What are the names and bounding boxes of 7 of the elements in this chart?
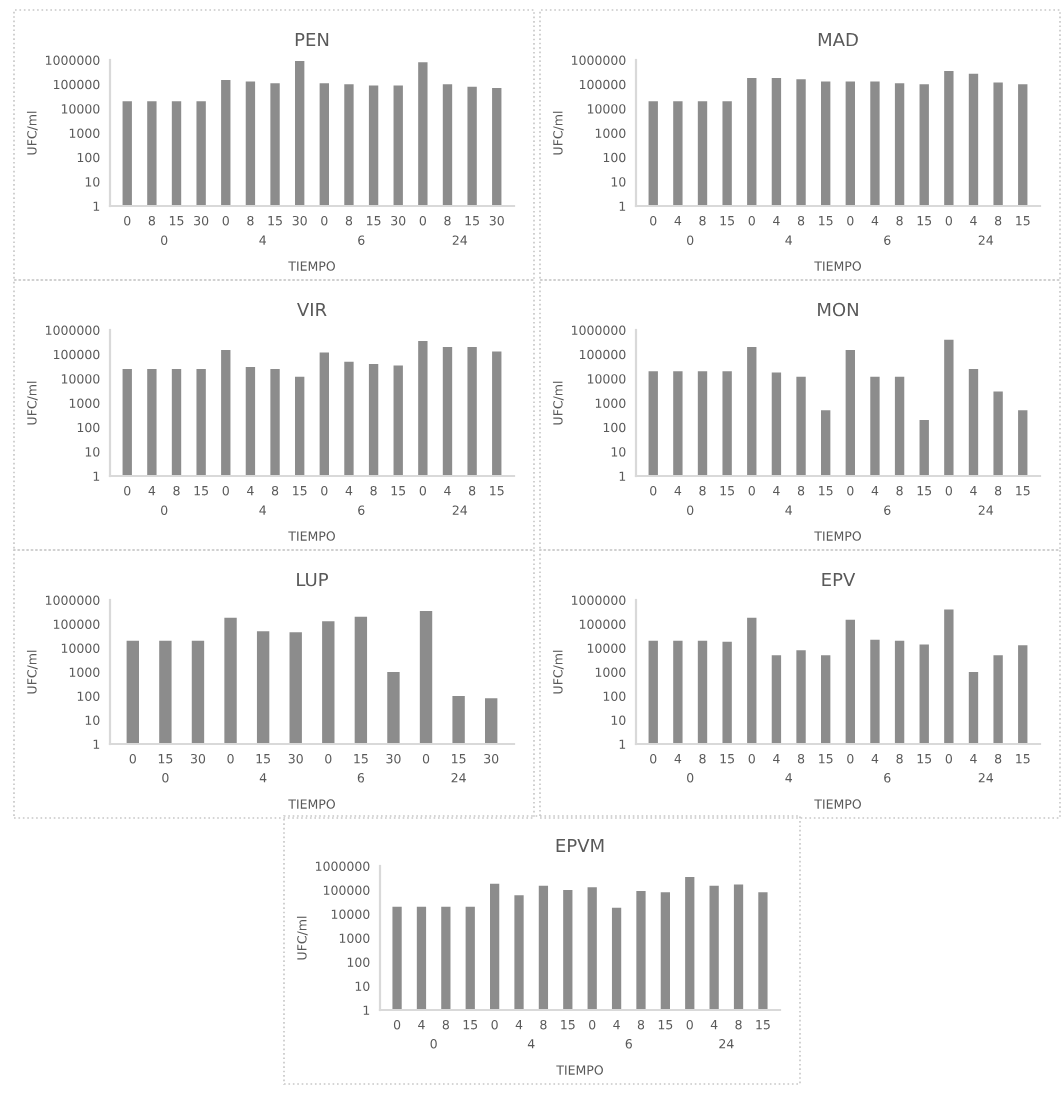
chart-title: VIR (297, 302, 327, 317)
chart-title: MON (818, 302, 858, 317)
chart-title: EPVM (556, 838, 604, 853)
chart-title: EPV (822, 572, 856, 587)
chart-title: LUP (297, 572, 329, 587)
chart-title: PEN (295, 32, 329, 47)
chart-title: MAD (818, 32, 858, 47)
